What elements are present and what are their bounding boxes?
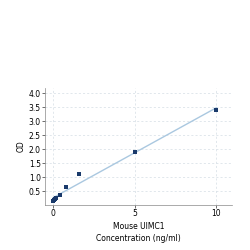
Point [64,185,68,189]
Point [51,198,55,202]
X-axis label: Mouse UIMC1
Concentration (ng/ml): Mouse UIMC1 Concentration (ng/ml) [96,222,181,243]
Point [53,198,57,202]
Point [58,193,62,197]
Point [133,150,137,154]
Point [214,108,218,112]
Point [54,196,58,200]
Point [77,172,81,176]
Y-axis label: OD: OD [17,140,26,152]
Point [52,198,56,202]
